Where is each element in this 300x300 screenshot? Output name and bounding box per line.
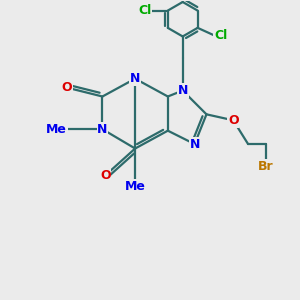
Text: N: N xyxy=(178,84,188,97)
Text: N: N xyxy=(189,138,200,151)
Text: Cl: Cl xyxy=(138,4,152,17)
Text: N: N xyxy=(97,123,108,136)
Text: O: O xyxy=(228,114,238,127)
Text: Br: Br xyxy=(258,160,274,173)
Text: Cl: Cl xyxy=(214,29,227,42)
Text: Me: Me xyxy=(125,180,146,193)
Text: N: N xyxy=(130,72,140,85)
Text: O: O xyxy=(100,169,111,182)
Text: Me: Me xyxy=(46,123,67,136)
Text: O: O xyxy=(61,81,72,94)
